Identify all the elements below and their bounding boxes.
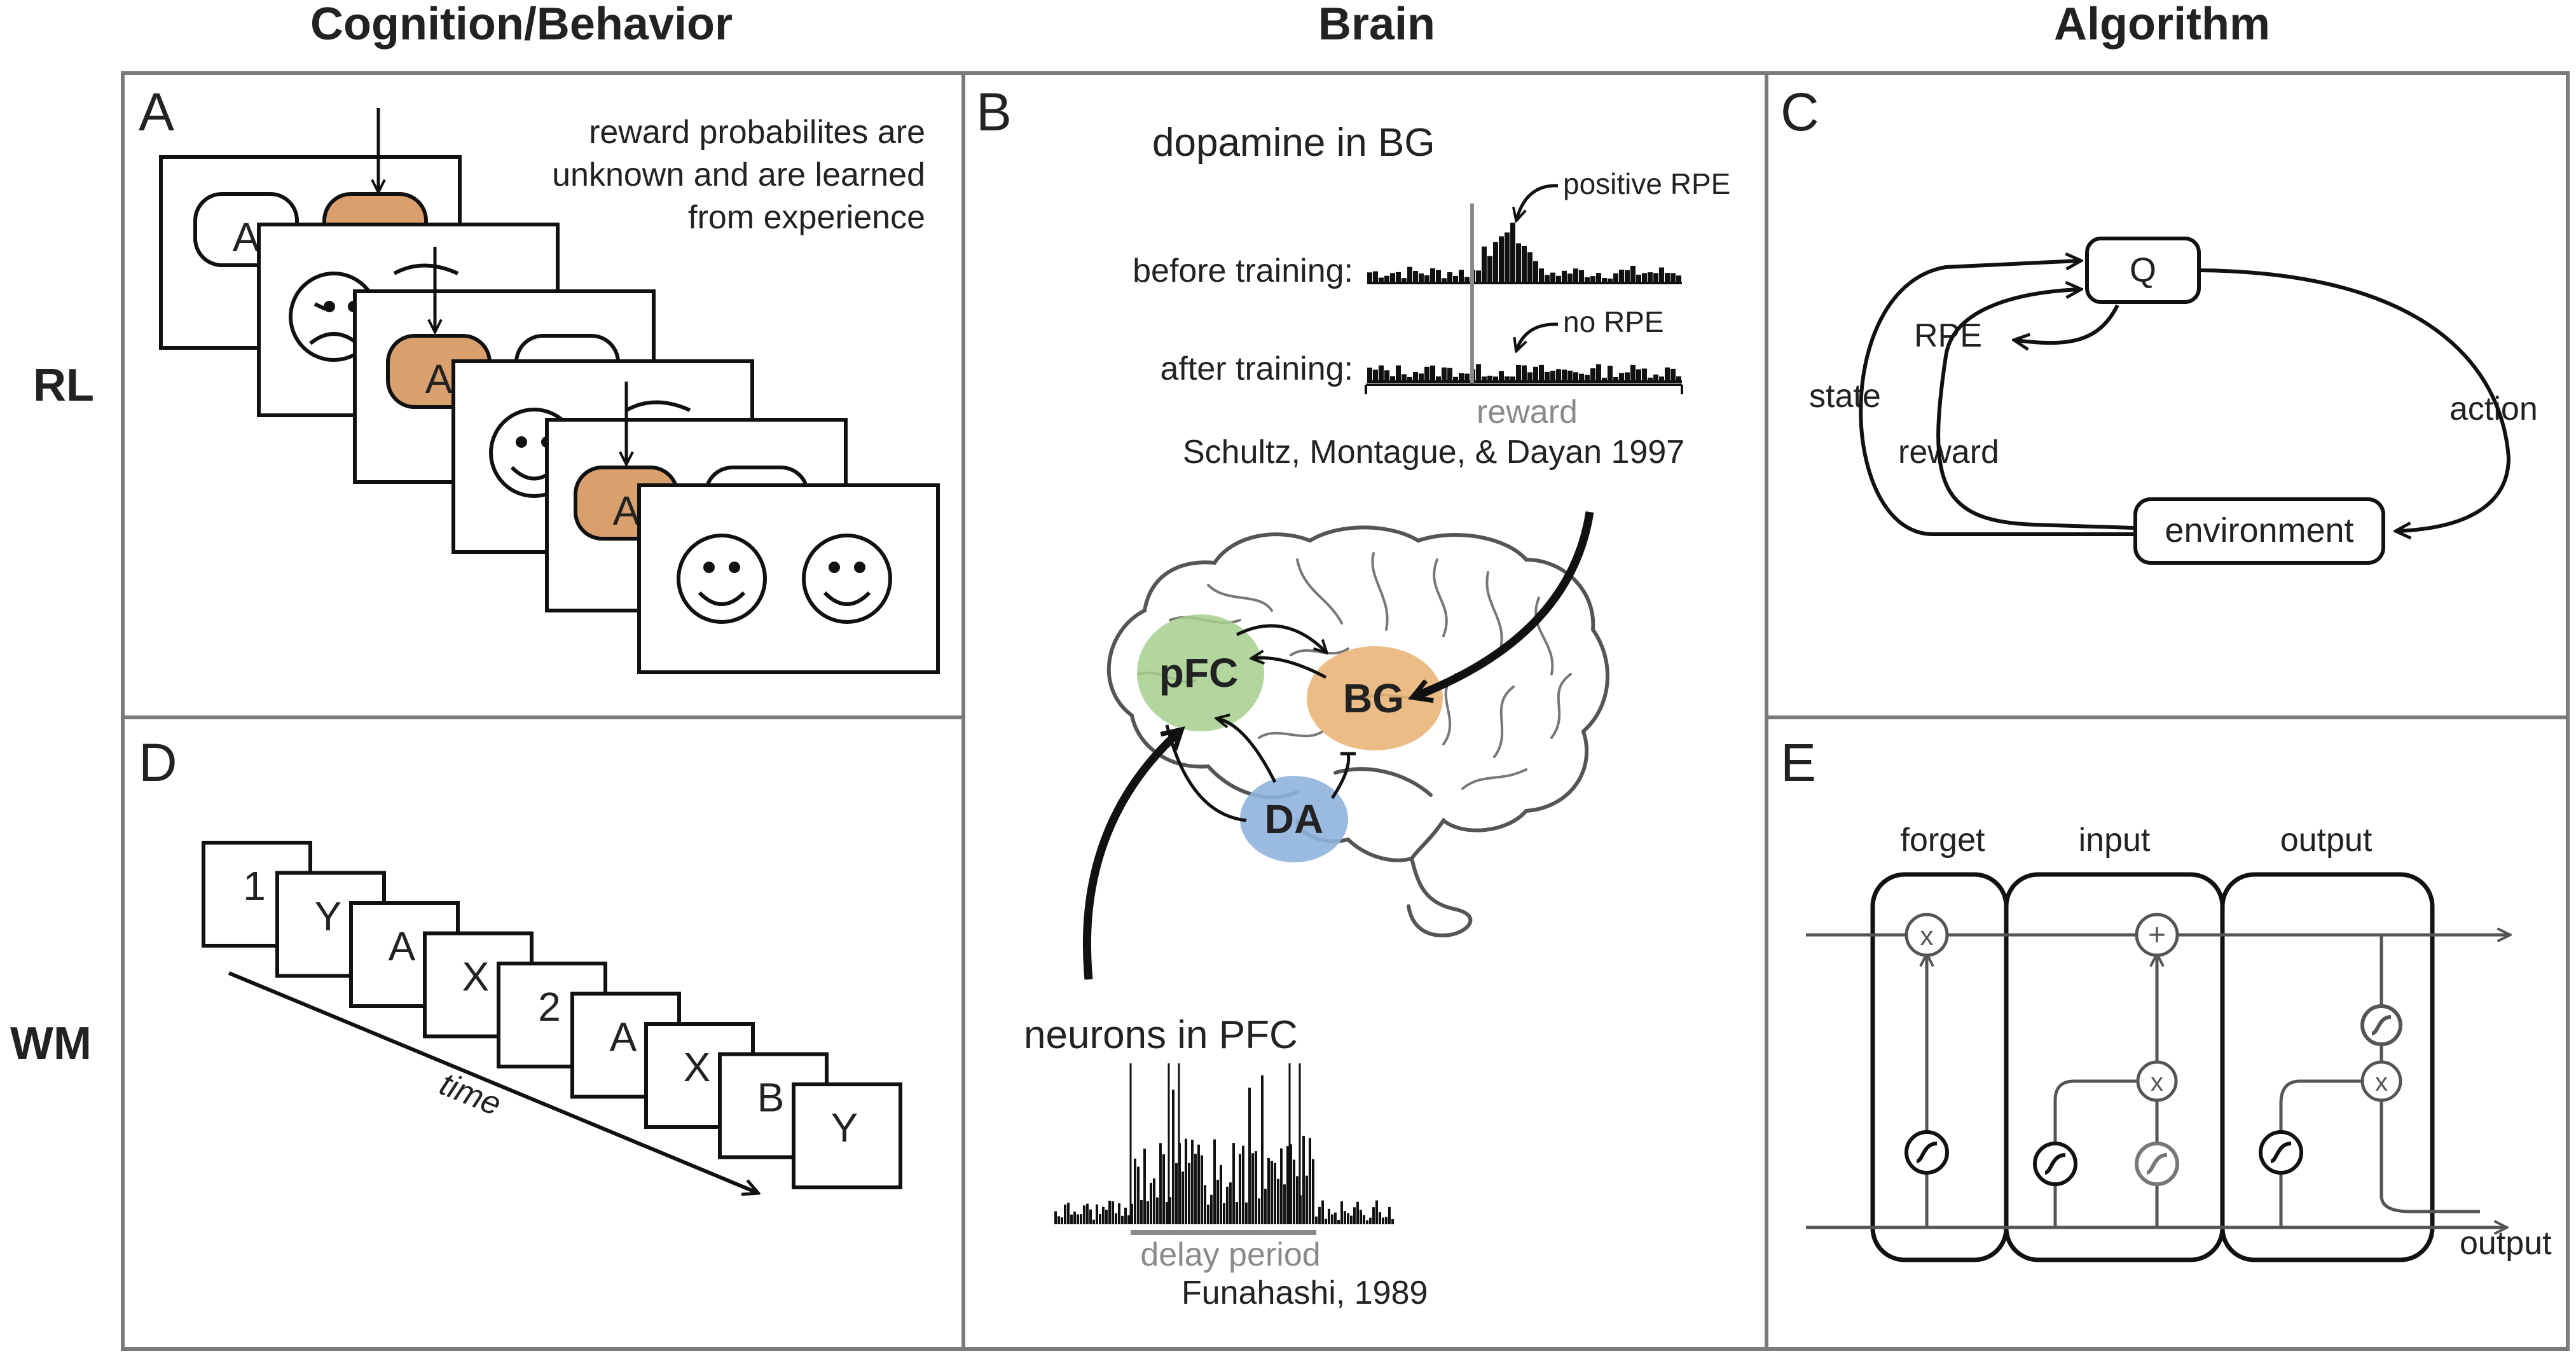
card-5-option-a: A (613, 488, 640, 534)
dopamine-title: dopamine in BG (1152, 121, 1435, 165)
panel-a-note-line-3: from experience (688, 199, 925, 236)
neurons-title: neurons in PFC (1024, 1013, 1298, 1057)
sequence-card-letter: Y (315, 894, 342, 939)
sequence-card-letter: Y (831, 1105, 858, 1150)
pfc-region (1137, 614, 1264, 731)
panel-a: reward probabilites are unknown and are … (159, 108, 940, 674)
row-title-wm: WM (10, 1018, 92, 1069)
positive-rpe-label: positive RPE (1563, 167, 1730, 200)
after-training-label: after training: (1161, 350, 1354, 387)
citation-funahashi: Funahashi, 1989 (1181, 1275, 1428, 1311)
positive-rpe-arrow (1517, 184, 1559, 219)
before-training-label: before training: (1133, 252, 1353, 289)
time-arrow (228, 971, 757, 1192)
svg-text:x: x (2151, 1068, 2163, 1096)
time-label: time (435, 1065, 507, 1123)
da-label: DA (1265, 796, 1323, 842)
environment-label: environment (2165, 511, 2353, 549)
panel-frames (121, 71, 2570, 1351)
rl-loop-arrows (1859, 261, 2511, 534)
panel-b: dopamine in BG before training: after tr… (1024, 121, 1730, 1311)
q-node (2085, 237, 2201, 304)
card-1-option-a: A (233, 214, 260, 260)
panel-e: forget input output x (1806, 822, 2552, 1262)
input-gate-box (2004, 872, 2225, 1262)
input-multiply-node: x (2136, 1060, 2178, 1102)
card-3-option-a: A (425, 356, 453, 402)
input-arrow-to-bg (1408, 511, 1594, 703)
panel-c: Q environment RPE state reward action (1809, 237, 2538, 565)
sigmoid-input-icon (2033, 1142, 2077, 1186)
tanh-output-icon (2360, 1004, 2402, 1046)
reward-label: reward (1477, 394, 1578, 431)
bandit-card-6 (637, 483, 940, 674)
gate-label-forget: forget (1901, 822, 1986, 859)
output-gate-box (2220, 872, 2435, 1262)
panel-letter-d: D (139, 733, 177, 792)
svg-text:x: x (2375, 1068, 2388, 1096)
sequence-card-letter: 1 (243, 863, 266, 909)
pfc-spike-raster (1054, 1063, 1394, 1224)
sequence-card-letter: 2 (538, 984, 561, 1030)
q-label: Q (2130, 251, 2156, 289)
sigmoid-output-icon (2259, 1130, 2303, 1175)
psth-after-training (1367, 364, 1682, 383)
delay-period-label: delay period (1140, 1236, 1320, 1273)
panel-letter-c: C (1780, 82, 1819, 142)
tanh-input-icon (2135, 1142, 2179, 1186)
pfc-label: pFC (1159, 650, 1238, 696)
column-title-cognition: Cognition/Behavior (310, 0, 733, 50)
column-title-brain: Brain (1318, 0, 1435, 50)
row-title-rl: RL (33, 360, 94, 411)
smile-face-right-icon (802, 534, 892, 624)
sequence-card: Y (792, 1082, 902, 1189)
column-title-algorithm: Algorithm (2054, 0, 2270, 50)
citation-schultz: Schultz, Montague, & Dayan 1997 (1183, 434, 1684, 471)
sigmoid-forget-icon (1904, 1130, 1949, 1175)
bg-label: BG (1343, 675, 1404, 721)
no-rpe-arrow (1517, 322, 1559, 350)
gate-label-output: output (2280, 822, 2373, 859)
sequence-card-letter: X (462, 954, 490, 1000)
panel-a-note-line-1: reward probabilites are (589, 114, 925, 151)
smile-face-left-icon (677, 534, 767, 624)
cell-add-node: + (2135, 913, 2179, 957)
forget-multiply-node: x (1904, 913, 1949, 957)
reward-edge-label: reward (1898, 434, 1999, 471)
environment-node (2133, 497, 2385, 565)
panel-letter-a: A (139, 82, 174, 142)
sequence-card-letter: A (610, 1014, 637, 1060)
brain-sulci (1137, 552, 1572, 790)
output-multiply-node: x (2360, 1060, 2402, 1102)
sequence-card-letter: X (684, 1044, 711, 1090)
lstm-connections (1806, 935, 2509, 1227)
no-rpe-label: no RPE (1563, 305, 1664, 338)
svg-text:+: + (2148, 918, 2166, 952)
psth-before-training (1367, 223, 1682, 284)
gate-label-input: input (2079, 822, 2151, 859)
panel-a-note-line-2: unknown and are learned (552, 156, 925, 193)
sequence-card-letter: A (389, 923, 416, 969)
input-arrow-to-pfc (1082, 726, 1185, 980)
output-label: output (2460, 1225, 2552, 1262)
sequence-card-letter: B (757, 1075, 785, 1121)
da-region (1240, 776, 1348, 862)
panel-letter-b: B (976, 82, 1012, 142)
state-label: state (1809, 378, 1881, 415)
panel-letter-e: E (1780, 733, 1816, 792)
svg-text:x: x (1920, 921, 1934, 951)
bg-region (1307, 646, 1443, 750)
